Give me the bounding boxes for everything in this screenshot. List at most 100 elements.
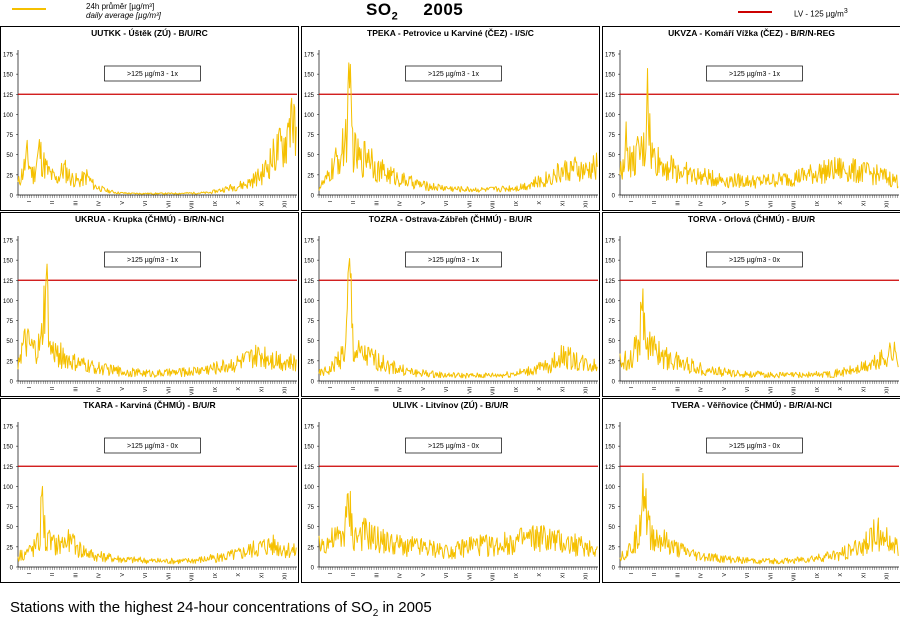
x-month-label: V bbox=[120, 387, 126, 391]
x-day-ticks bbox=[619, 195, 898, 198]
x-month-label: VI bbox=[745, 573, 751, 579]
y-tick-label: 0 bbox=[612, 194, 616, 200]
x-day-ticks bbox=[17, 195, 296, 198]
x-month-label: VI bbox=[444, 387, 450, 393]
x-month-label: X bbox=[537, 201, 543, 205]
station-chart: ULIVK - Litvínov (ZÚ) - B/U/R 0 25 50 75 100 1… bbox=[301, 398, 600, 583]
x-month-label: III bbox=[374, 573, 380, 578]
x-month-label: II bbox=[50, 201, 56, 205]
y-tick-label: 75 bbox=[608, 319, 615, 325]
x-month-label: VI bbox=[745, 201, 751, 207]
x-month-label: IX bbox=[213, 387, 219, 393]
x-month-label: VI bbox=[444, 573, 450, 579]
exceedance-note: >125 µg/m3 - 1x bbox=[127, 257, 178, 264]
x-month-label: XII bbox=[584, 387, 590, 394]
x-month-label: XI bbox=[259, 573, 265, 579]
x-day-ticks bbox=[318, 195, 597, 198]
y-tick-label: 100 bbox=[605, 299, 616, 305]
x-month-label: VIII bbox=[491, 387, 497, 396]
y-tick-label: 50 bbox=[608, 525, 615, 531]
x-month-label: VII bbox=[467, 201, 473, 208]
x-month-label: X bbox=[838, 387, 844, 391]
y-tick-label: 75 bbox=[608, 133, 615, 139]
legend-series-label-cz: 24h průměr [µg/m³] bbox=[86, 2, 155, 11]
x-month-label: VII bbox=[166, 573, 172, 580]
x-month-label: IV bbox=[97, 201, 103, 207]
figure-caption: Stations with the highest 24-hour concen… bbox=[10, 599, 432, 619]
station-chart: UUTKK - Úštěk (ZÚ) - B/U/RC 0 25 50 75 100 125… bbox=[0, 26, 299, 211]
y-tick-label: 0 bbox=[10, 194, 14, 200]
x-month-label: V bbox=[722, 573, 728, 577]
x-month-label: XI bbox=[861, 387, 867, 393]
y-tick-label: 25 bbox=[6, 545, 13, 551]
x-month-label: XII bbox=[584, 201, 590, 208]
series-line bbox=[318, 62, 598, 193]
exceedance-note: >125 µg/m3 - 1x bbox=[729, 71, 780, 78]
x-month-label: IV bbox=[699, 201, 705, 207]
x-month-label: X bbox=[838, 573, 844, 577]
x-month-label: IV bbox=[398, 387, 404, 393]
y-tick-label: 125 bbox=[3, 279, 14, 285]
x-month-label: IV bbox=[97, 387, 103, 393]
x-month-label: XI bbox=[861, 201, 867, 207]
y-tick-label: 0 bbox=[311, 566, 315, 572]
y-tick-label: 175 bbox=[3, 239, 14, 245]
x-month-label: I bbox=[27, 201, 33, 203]
x-month-label: III bbox=[675, 573, 681, 578]
chart-title: UUTKK - Úštěk (ZÚ) - B/U/RC bbox=[91, 27, 208, 38]
x-month-label: I bbox=[629, 201, 635, 203]
series-line bbox=[619, 288, 899, 379]
x-month-label: II bbox=[50, 387, 56, 391]
exceedance-box bbox=[104, 251, 201, 268]
exceedance-note: >125 µg/m3 - 0x bbox=[729, 257, 780, 264]
exceedance-note: >125 µg/m3 - 0x bbox=[428, 443, 479, 450]
x-month-label: V bbox=[722, 387, 728, 391]
x-month-label: VI bbox=[143, 201, 149, 207]
x-month-label: VIII bbox=[491, 573, 497, 582]
y-tick-label: 75 bbox=[6, 319, 13, 325]
x-month-label: VIII bbox=[190, 573, 196, 582]
exceedance-note: >125 µg/m3 - 1x bbox=[428, 257, 479, 264]
y-tick-label: 0 bbox=[612, 566, 616, 572]
x-month-label: IV bbox=[97, 573, 103, 579]
x-month-label: VII bbox=[166, 387, 172, 394]
x-month-label: II bbox=[652, 201, 658, 205]
y-tick-label: 100 bbox=[3, 299, 14, 305]
x-month-label: III bbox=[73, 573, 79, 578]
x-month-label: XII bbox=[584, 573, 590, 580]
x-month-label: III bbox=[374, 387, 380, 392]
chart-header: 24h průměr [µg/m³] daily average [µg/m³]… bbox=[0, 0, 900, 26]
y-tick-label: 175 bbox=[605, 239, 616, 245]
x-month-label: III bbox=[73, 201, 79, 206]
x-month-label: VI bbox=[143, 573, 149, 579]
x-day-ticks bbox=[318, 567, 597, 570]
x-month-label: I bbox=[328, 387, 334, 389]
x-month-label: X bbox=[537, 387, 543, 391]
exceedance-note: >125 µg/m3 - 0x bbox=[127, 443, 178, 450]
x-month-label: IV bbox=[398, 201, 404, 207]
x-month-label: VII bbox=[166, 201, 172, 208]
x-month-label: IX bbox=[815, 387, 821, 393]
y-tick-label: 125 bbox=[3, 465, 14, 471]
x-month-label: III bbox=[675, 387, 681, 392]
page-title: SO2 2005 bbox=[366, 0, 463, 22]
y-tick-label: 100 bbox=[605, 485, 616, 491]
title-subscript: 2 bbox=[391, 10, 399, 23]
x-month-label: VII bbox=[768, 387, 774, 394]
legend-limit-text: LV - 125 µg/m bbox=[794, 9, 844, 19]
y-tick-label: 50 bbox=[608, 339, 615, 345]
y-tick-label: 50 bbox=[307, 153, 314, 159]
y-tick-label: 125 bbox=[605, 279, 616, 285]
x-month-label: II bbox=[652, 573, 658, 577]
y-tick-label: 50 bbox=[608, 153, 615, 159]
y-tick-label: 0 bbox=[10, 566, 14, 572]
x-month-label: IX bbox=[213, 573, 219, 579]
station-chart-grid: UUTKK - Úštěk (ZÚ) - B/U/RC 0 25 50 75 100 125… bbox=[0, 26, 900, 583]
exceedance-box bbox=[706, 437, 803, 454]
x-month-label: VII bbox=[467, 573, 473, 580]
station-chart: TPEKA - Petrovice u Karviné (ČEZ) - I/S/… bbox=[301, 26, 600, 211]
series-line bbox=[17, 263, 297, 378]
x-month-label: XII bbox=[885, 201, 891, 208]
chart-title: TORVA - Orlová (ČHMÚ) - B/U/R bbox=[688, 213, 815, 224]
y-tick-label: 150 bbox=[304, 73, 315, 79]
